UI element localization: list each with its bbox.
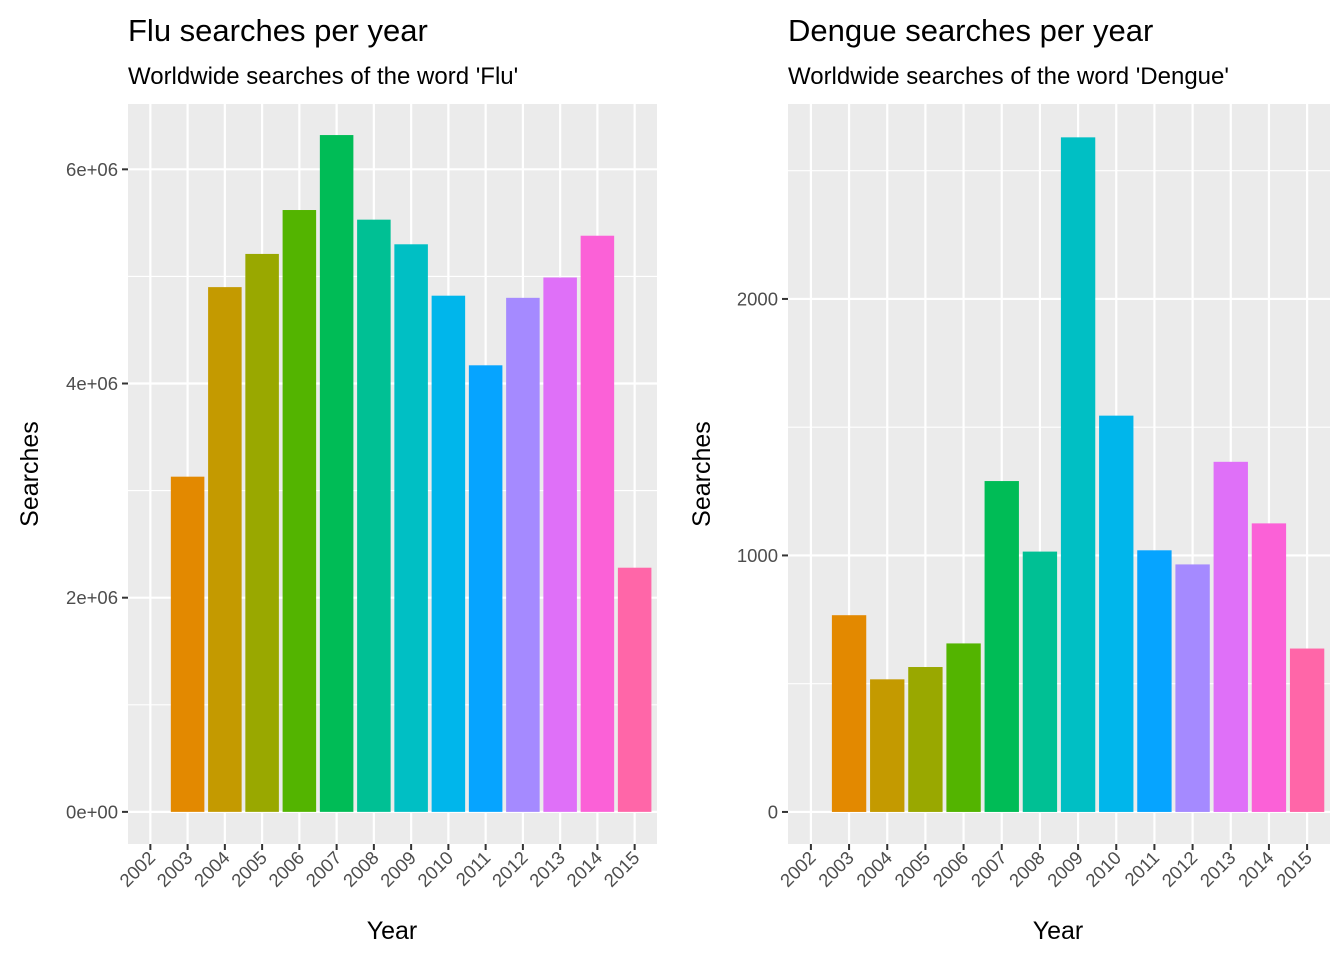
bar-2013 bbox=[543, 277, 577, 812]
bar-2011 bbox=[468, 365, 503, 812]
x-tick-label: 2013 bbox=[1196, 847, 1240, 891]
bar-2005 bbox=[245, 253, 279, 812]
y-tick-label: 6e+06 bbox=[66, 159, 118, 180]
x-tick-label: 2002 bbox=[776, 847, 820, 891]
y-tick-label: 2e+06 bbox=[66, 587, 118, 608]
bar-2010 bbox=[1099, 415, 1134, 812]
dengue-chart-title: Dengue searches per year bbox=[788, 13, 1153, 48]
dengue-chart: Dengue searches per year Worldwide searc… bbox=[688, 13, 1330, 945]
bar-2014 bbox=[1251, 523, 1287, 812]
x-tick-label: 2005 bbox=[890, 847, 934, 891]
y-tick-label: 2000 bbox=[737, 288, 778, 309]
flu-chart-title: Flu searches per year bbox=[128, 13, 428, 48]
y-tick-label: 1000 bbox=[737, 545, 778, 566]
x-tick-label: 2011 bbox=[451, 847, 494, 890]
y-tick-label: 4e+06 bbox=[66, 373, 118, 394]
bar-2004 bbox=[870, 679, 905, 812]
x-tick-label: 2015 bbox=[600, 847, 644, 891]
bar-2011 bbox=[1137, 550, 1172, 812]
x-tick-label: 2009 bbox=[376, 847, 420, 891]
x-tick-label: 2007 bbox=[967, 847, 1011, 891]
bar-2003 bbox=[831, 615, 867, 812]
x-tick-label: 2004 bbox=[190, 847, 234, 891]
x-tick-label: 2010 bbox=[1081, 847, 1125, 891]
x-tick-label: 2003 bbox=[814, 847, 858, 891]
dengue-plot-panel bbox=[788, 104, 1330, 844]
x-tick-label: 2008 bbox=[339, 847, 383, 891]
bar-2006 bbox=[282, 210, 317, 812]
bar-2006 bbox=[946, 643, 981, 812]
flu-plot-panel bbox=[128, 104, 657, 844]
flu-x-axis-label: Year bbox=[367, 917, 418, 945]
dengue-bars bbox=[831, 137, 1325, 812]
x-tick-label: 2013 bbox=[525, 847, 569, 891]
bar-2004 bbox=[208, 287, 242, 812]
x-tick-label: 2006 bbox=[928, 847, 972, 891]
y-tick-label: 0e+00 bbox=[66, 801, 118, 822]
x-tick-label: 2003 bbox=[152, 847, 196, 891]
dengue-x-axis-label: Year bbox=[1033, 917, 1084, 945]
x-tick-label: 2012 bbox=[488, 847, 532, 891]
flu-bars bbox=[170, 135, 652, 812]
bar-2009 bbox=[1060, 137, 1096, 812]
y-tick-label: 0 bbox=[768, 801, 778, 822]
bar-2003 bbox=[170, 476, 205, 812]
bar-2007 bbox=[319, 135, 354, 812]
x-tick-label: 2012 bbox=[1157, 847, 1201, 891]
bar-2007 bbox=[984, 481, 1019, 812]
x-tick-label: 2006 bbox=[264, 847, 308, 891]
x-tick-label: 2008 bbox=[1005, 847, 1049, 891]
bar-2009 bbox=[394, 244, 428, 812]
flu-y-ticks: 0e+00 2e+06 4e+06 6e+06 bbox=[66, 159, 128, 822]
bar-2005 bbox=[908, 667, 943, 812]
bar-2015 bbox=[617, 567, 652, 812]
bar-2012 bbox=[1175, 564, 1210, 812]
bar-2014 bbox=[580, 235, 615, 812]
dengue-x-ticks: 2002200320042005200620072008200920102011… bbox=[776, 844, 1316, 891]
flu-chart-subtitle: Worldwide searches of the word 'Flu' bbox=[128, 63, 518, 90]
bar-2015 bbox=[1289, 648, 1325, 812]
x-tick-label: 2007 bbox=[301, 847, 345, 891]
flu-x-ticks: 2002200320042005200620072008200920102011… bbox=[115, 844, 643, 891]
x-tick-label: 2009 bbox=[1043, 847, 1087, 891]
x-tick-label: 2014 bbox=[1234, 847, 1278, 891]
x-tick-label: 2005 bbox=[227, 847, 271, 891]
x-tick-label: 2002 bbox=[115, 847, 159, 891]
dengue-y-axis-label: Searches bbox=[688, 421, 716, 527]
x-tick-label: 2011 bbox=[1120, 847, 1163, 890]
flu-y-axis-label: Searches bbox=[16, 421, 44, 527]
bar-2008 bbox=[357, 219, 391, 812]
x-tick-label: 2014 bbox=[562, 847, 606, 891]
bar-2010 bbox=[431, 295, 466, 812]
bar-2013 bbox=[1213, 461, 1248, 812]
flu-chart: Flu searches per year Worldwide searches… bbox=[16, 13, 657, 945]
x-tick-label: 2004 bbox=[852, 847, 896, 891]
dengue-y-ticks: 0 1000 2000 bbox=[737, 288, 788, 822]
x-tick-label: 2015 bbox=[1272, 847, 1316, 891]
bar-2012 bbox=[506, 297, 540, 812]
bar-2008 bbox=[1022, 551, 1058, 812]
x-tick-label: 2010 bbox=[413, 847, 457, 891]
dengue-chart-subtitle: Worldwide searches of the word 'Dengue' bbox=[788, 63, 1229, 90]
